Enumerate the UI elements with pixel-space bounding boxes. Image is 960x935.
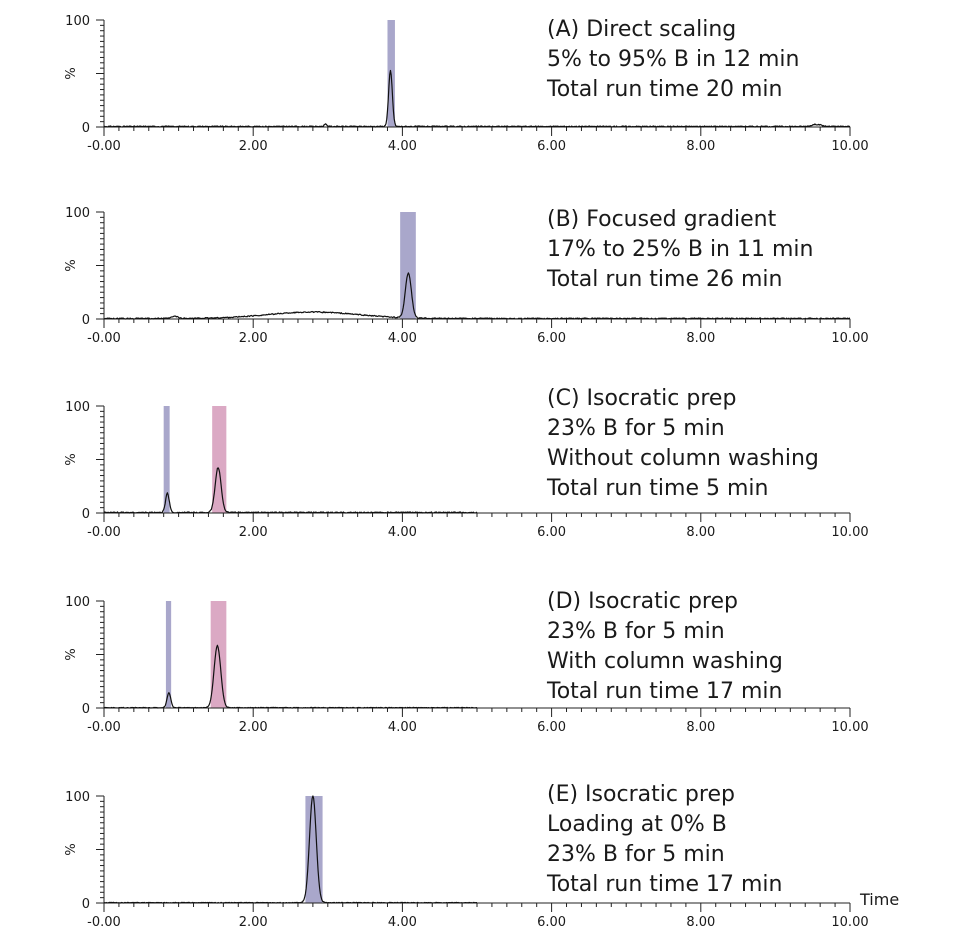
chart-panel-e: 0 100% -0.00 2.00 4.00 6.00 8.00 10.00 Time (E) I… [64,782,899,930]
x-tick-label: -0.00 [87,525,121,540]
chart-panel-b: 0 100% -0.00 2.00 4.00 6.00 8.00 10.00 (B) Focus… [64,206,869,346]
fraction-window [212,406,227,513]
x-tick-label: 4.00 [388,525,417,540]
chromatogram-trace [103,467,478,514]
panel-annotation-line: (D) Isocratic prep [547,589,738,614]
panel-annotation-line: Loading at 0% B [547,812,727,837]
panel-annotation-line: With column washing [547,649,783,674]
fraction-window [163,406,170,513]
y-tick-label: 0 [82,702,90,717]
x-tick-label: 2.00 [239,331,268,346]
chromatogram-trace [103,644,478,709]
y-tick-label: 100 [65,790,90,805]
x-tick-label: 10.00 [831,525,868,540]
y-tick-label: 0 [82,507,90,522]
panel-annotation-line: Total run time 5 min [546,476,768,501]
x-tick-label: 8.00 [686,331,715,346]
x-tick-label: 4.00 [388,720,417,735]
x-tick-label: 10.00 [831,915,868,930]
chromatogram-trace [103,69,851,128]
x-tick-label: -0.00 [87,139,121,154]
x-tick-label: 2.00 [239,720,268,735]
chromatogram-trace [103,795,478,904]
x-tick-label: 2.00 [239,915,268,930]
x-tick-label: 8.00 [686,720,715,735]
panel-annotation-line: 17% to 25% B in 11 min [547,237,813,262]
y-axis-label: % [64,453,79,465]
panel-annotation-line: (C) Isocratic prep [547,386,736,411]
x-tick-label: 6.00 [537,915,566,930]
x-tick-label: 6.00 [537,525,566,540]
x-tick-label: 2.00 [239,525,268,540]
y-tick-label: 0 [82,897,90,912]
y-tick-label: 100 [65,595,90,610]
x-tick-label: -0.00 [87,331,121,346]
chart-panel-c: 0 100% -0.00 2.00 4.00 6.00 8.00 10.00 (C) Isocr… [64,386,869,540]
y-tick-label: 100 [65,206,90,221]
panel-annotation-line: Without column washing [547,446,819,471]
x-tick-label: 8.00 [686,915,715,930]
panel-annotation-line: (B) Focused gradient [547,207,777,232]
panel-annotation-line: 23% B for 5 min [547,416,725,441]
chart-panel-a: 0 100% -0.00 2.00 4.00 6.00 8.00 10.00 (A) Direc… [64,14,869,154]
x-tick-label: 8.00 [686,139,715,154]
chart-panel-d: 0 100% -0.00 2.00 4.00 6.00 8.00 10.00 (D) Isocr… [64,589,869,735]
x-tick-label: 10.00 [831,331,868,346]
panel-annotation-line: (A) Direct scaling [547,17,736,42]
x-tick-label: 4.00 [388,915,417,930]
y-axis-label: % [64,843,79,855]
panel-annotation-line: 5% to 95% B in 12 min [547,47,799,72]
panel-annotation-line: Total run time 26 min [546,267,782,292]
x-tick-label: -0.00 [87,720,121,735]
x-tick-label: 10.00 [831,139,868,154]
x-tick-label: 4.00 [388,139,417,154]
fraction-window [165,601,172,708]
fraction-window [400,212,416,319]
panel-annotation-line: Total run time 17 min [546,872,782,897]
y-tick-label: 0 [82,121,90,136]
panel-annotation-line: 23% B for 5 min [547,619,725,644]
x-tick-label: 4.00 [388,331,417,346]
x-tick-label: 2.00 [239,139,268,154]
y-axis-label: % [64,67,79,79]
panel-annotation-line: Total run time 17 min [546,679,782,704]
panel-annotation-line: 23% B for 5 min [547,842,725,867]
y-axis-label: % [64,648,79,660]
x-tick-label: 6.00 [537,331,566,346]
panel-annotation-line: (E) Isocratic prep [547,782,735,807]
chromatogram-trace [103,272,851,320]
y-tick-label: 100 [65,14,90,29]
y-axis-label: % [64,259,79,271]
x-tick-label: -0.00 [87,915,121,930]
x-axis-label: Time [859,890,899,909]
x-tick-label: 10.00 [831,720,868,735]
fraction-window [210,601,227,708]
x-tick-label: 6.00 [537,139,566,154]
panel-annotation-line: Total run time 20 min [546,77,782,102]
x-tick-label: 8.00 [686,525,715,540]
y-tick-label: 100 [65,400,90,415]
y-tick-label: 0 [82,313,90,328]
x-tick-label: 6.00 [537,720,566,735]
